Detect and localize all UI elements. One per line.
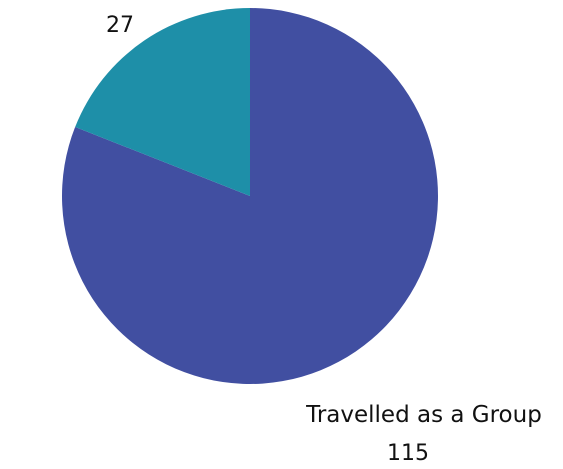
data-label-value-0: 115 [387, 441, 429, 464]
data-label-value-1: 27 [106, 13, 134, 38]
pie-slice-1 [75, 8, 251, 196]
pie-slice-0 [62, 8, 439, 384]
data-label-name-0: Travelled as a Group [305, 402, 542, 428]
